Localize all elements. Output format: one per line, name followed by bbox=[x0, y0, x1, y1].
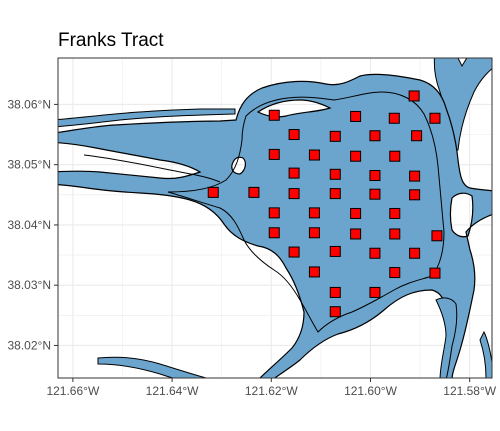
station-marker bbox=[329, 245, 341, 257]
x-tick-label: 121.60°W bbox=[344, 384, 398, 398]
station-marker bbox=[369, 130, 381, 142]
station-marker bbox=[369, 170, 381, 182]
water-slough-east bbox=[435, 297, 458, 378]
station-marker bbox=[408, 90, 420, 102]
sampling-stations bbox=[207, 90, 443, 318]
station-marker bbox=[350, 207, 362, 219]
station-marker bbox=[429, 267, 441, 279]
station-marker bbox=[268, 207, 280, 219]
station-marker bbox=[329, 168, 341, 180]
station-marker bbox=[389, 228, 401, 240]
station-marker bbox=[248, 186, 260, 198]
station-marker bbox=[411, 130, 423, 142]
station-marker bbox=[329, 130, 341, 142]
water-channel-northwest bbox=[58, 108, 236, 128]
station-marker bbox=[268, 148, 280, 160]
station-marker bbox=[308, 149, 320, 161]
x-tick-label: 121.62°W bbox=[245, 384, 299, 398]
tract-left-channel-outline bbox=[83, 154, 221, 183]
station-marker bbox=[288, 188, 300, 200]
station-marker bbox=[329, 306, 341, 318]
plot-border bbox=[57, 57, 493, 379]
station-marker bbox=[308, 266, 320, 278]
station-marker bbox=[268, 227, 280, 239]
station-marker bbox=[369, 286, 381, 298]
station-marker bbox=[369, 188, 381, 200]
station-marker bbox=[409, 247, 421, 259]
x-tick-label: 121.66°W bbox=[46, 384, 100, 398]
station-marker bbox=[429, 112, 441, 124]
station-marker bbox=[288, 246, 300, 258]
station-marker bbox=[288, 129, 300, 141]
station-marker bbox=[329, 286, 341, 298]
station-marker bbox=[431, 230, 443, 242]
station-marker bbox=[288, 167, 300, 179]
water-main-tract bbox=[58, 73, 492, 378]
station-marker bbox=[350, 228, 362, 240]
y-tick-label: 38.02°N bbox=[8, 338, 52, 352]
x-tick-label: 121.58°W bbox=[443, 384, 497, 398]
station-marker bbox=[207, 186, 219, 198]
station-marker bbox=[389, 207, 401, 219]
x-axis: 121.66°W 121.64°W 121.62°W 121.60°W 121.58°W bbox=[46, 378, 497, 398]
station-marker bbox=[388, 112, 400, 124]
station-marker bbox=[389, 267, 401, 279]
x-tick-label: 121.64°W bbox=[146, 384, 200, 398]
map-title: Franks Tract bbox=[58, 30, 164, 51]
station-marker bbox=[409, 170, 421, 182]
station-marker bbox=[350, 110, 362, 122]
station-marker bbox=[308, 227, 320, 239]
map-layers bbox=[58, 58, 492, 378]
y-tick-label: 38.06°N bbox=[8, 97, 52, 111]
station-marker bbox=[268, 109, 280, 121]
y-tick-label: 38.03°N bbox=[8, 278, 52, 292]
station-marker bbox=[329, 188, 341, 200]
station-marker bbox=[369, 247, 381, 259]
water-slough-southwest bbox=[97, 356, 209, 378]
y-tick-label: 38.04°N bbox=[8, 218, 52, 232]
y-tick-label: 38.05°N bbox=[8, 158, 52, 172]
water-creek-southeast bbox=[479, 330, 492, 378]
station-marker bbox=[409, 189, 421, 201]
y-axis: 38.02°N 38.03°N 38.04°N 38.05°N 38.06°N bbox=[8, 97, 58, 352]
station-marker bbox=[389, 150, 401, 162]
station-marker bbox=[350, 150, 362, 162]
station-marker bbox=[308, 207, 320, 219]
tract-inner-outline bbox=[167, 91, 445, 333]
